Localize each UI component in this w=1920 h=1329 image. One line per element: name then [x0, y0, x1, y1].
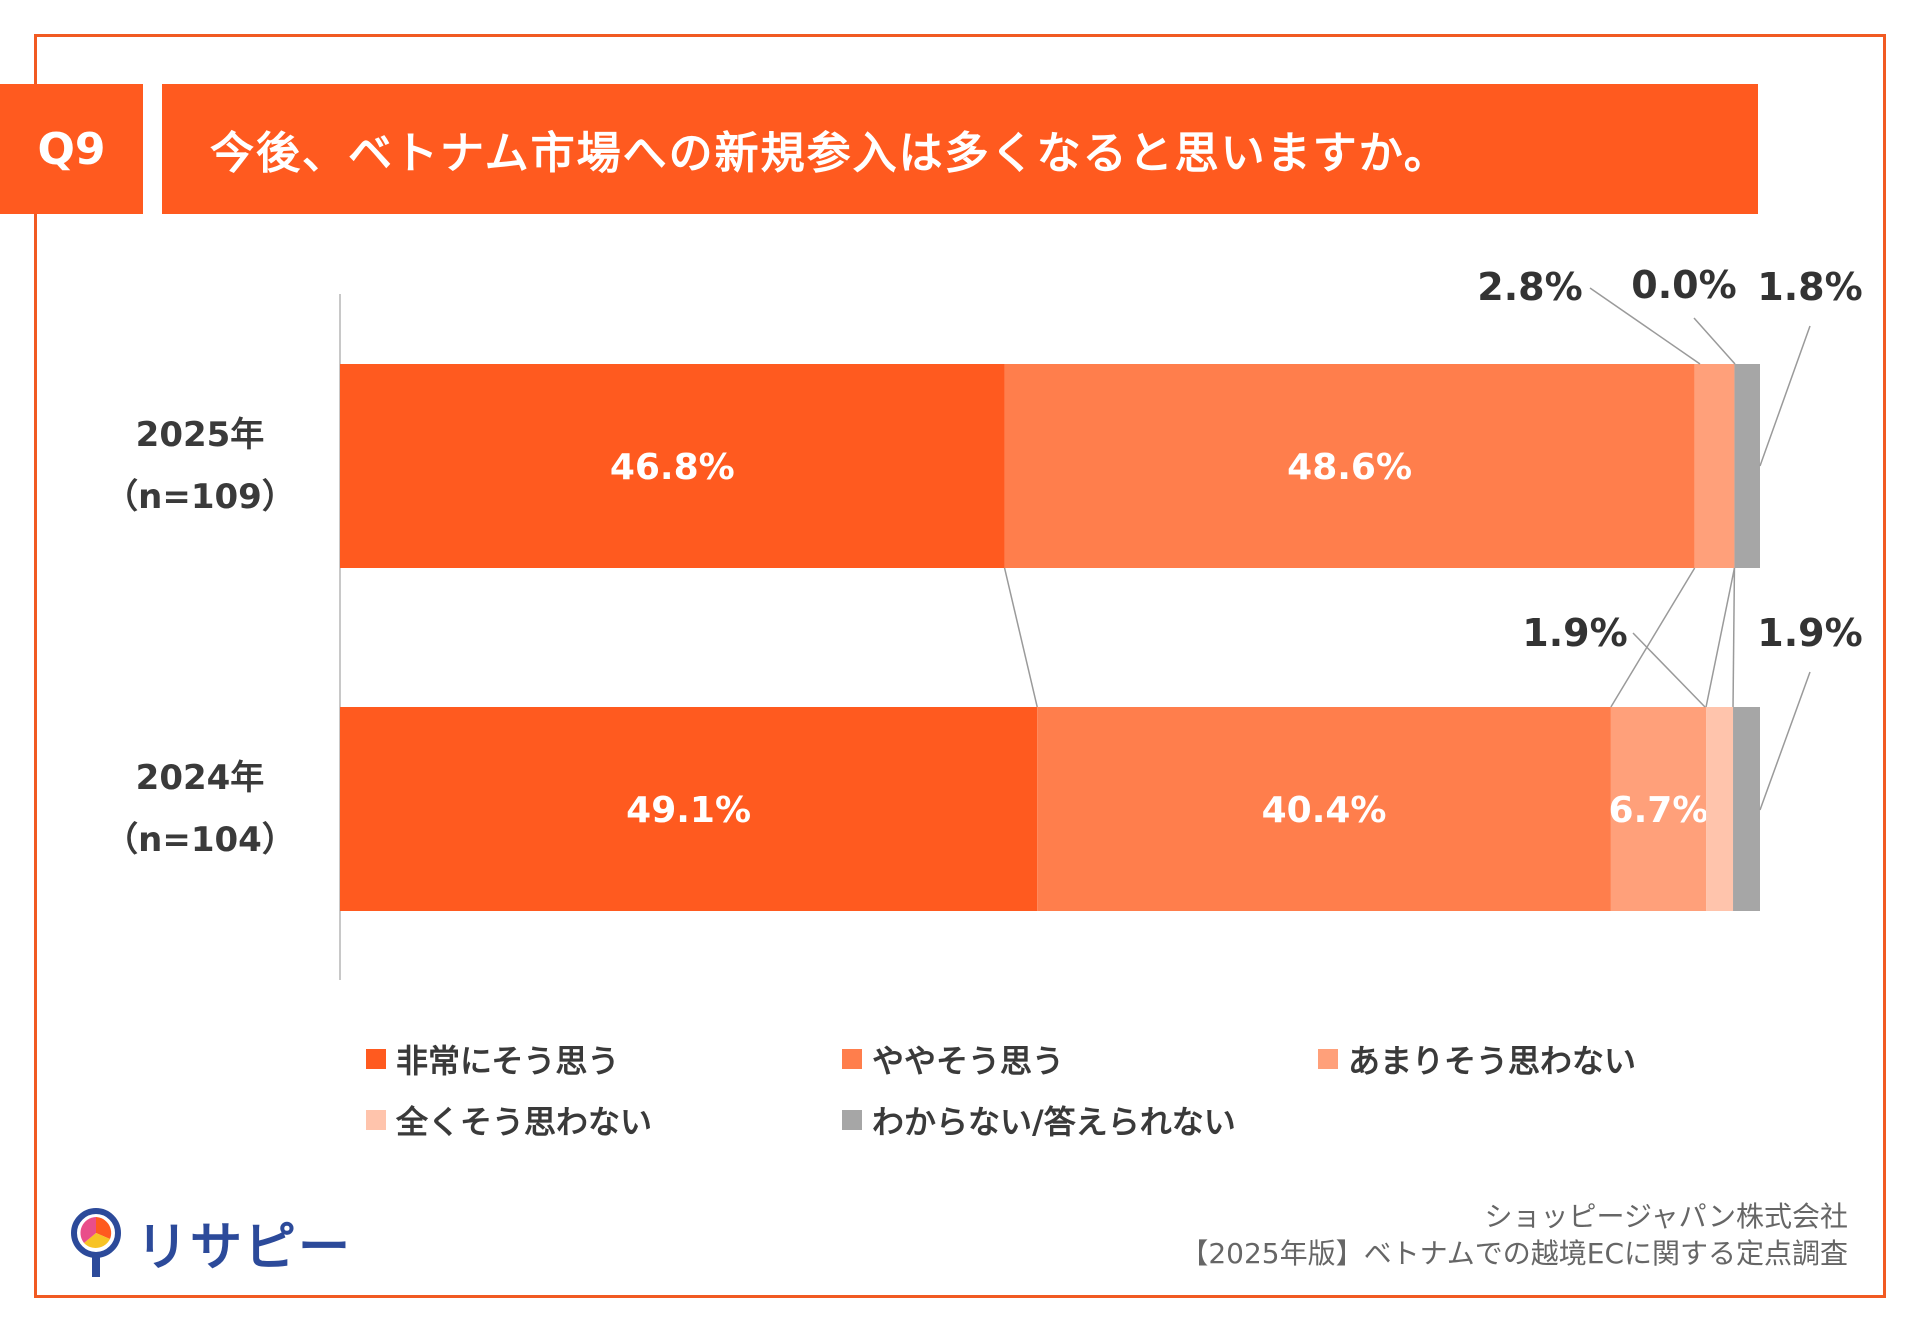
- legend-swatch: [842, 1049, 862, 1069]
- logo-text: リサピー: [136, 1218, 353, 1278]
- data-label: 6.7%: [1609, 790, 1709, 831]
- callout-label: 1.9%: [1522, 611, 1627, 655]
- category-year-label: 2025年: [136, 415, 265, 455]
- question-number: Q9: [0, 84, 143, 214]
- bar-segment: [1694, 364, 1735, 568]
- risapy-logo: リサピー: [70, 1205, 352, 1280]
- callout-label: 0.0%: [1631, 263, 1736, 307]
- connector-line: [1705, 567, 1736, 708]
- credit-survey: 【2025年版】ベトナムでの越境ECに関する定点調査: [1180, 1237, 1848, 1270]
- legend-swatch: [366, 1110, 386, 1130]
- category-n-label: （n=109）: [104, 477, 296, 517]
- bar-segment: [1706, 707, 1734, 911]
- legend-swatch: [1318, 1049, 1338, 1069]
- legend-label: あまりそう思わない: [1348, 1042, 1637, 1080]
- data-label: 40.4%: [1262, 790, 1387, 831]
- bar-segment: [340, 707, 1038, 911]
- logo-pin-icon: [71, 1207, 121, 1277]
- callout-leader: [1632, 632, 1706, 708]
- callout-leader: [1759, 325, 1811, 467]
- data-label: 49.1%: [626, 790, 751, 831]
- legend-item-5: わからない/答えられない: [842, 1097, 1236, 1143]
- category-n-label: （n=104）: [104, 820, 296, 860]
- connector-line: [1732, 567, 1736, 708]
- data-label: 46.8%: [610, 447, 735, 488]
- callout-label: 1.9%: [1757, 611, 1862, 655]
- legend-label: わからない/答えられない: [872, 1103, 1236, 1141]
- callout-leader: [1589, 287, 1701, 365]
- bar-segment: [1734, 364, 1760, 568]
- connector-line: [1610, 567, 1696, 708]
- bar-segment: [1610, 707, 1707, 911]
- bar-segment: [340, 364, 1005, 568]
- connector-line: [1003, 567, 1038, 708]
- legend-item-2: ややそう思う: [842, 1036, 1064, 1082]
- data-label: 48.6%: [1287, 447, 1412, 488]
- bar-segment: [1037, 707, 1611, 911]
- bar-segment: [1004, 364, 1695, 568]
- callout-leader: [1759, 671, 1811, 811]
- credit-company: ショッピージャパン株式会社: [1484, 1200, 1848, 1233]
- legend-label: 非常にそう思う: [396, 1042, 620, 1080]
- question-title: 今後、ベトナム市場への新規参入は多くなると思いますか。: [162, 84, 1758, 214]
- category-year-label: 2024年: [136, 758, 265, 798]
- callout-label: 1.8%: [1757, 265, 1862, 309]
- stacked-bar-chart: 2025年 （n=109） 46.8% 48.6% 2024年 （n=104） 49.1% 4…: [104, 263, 1863, 980]
- legend-item-1: 非常にそう思う: [366, 1036, 619, 1082]
- legend-label: ややそう思う: [872, 1042, 1065, 1080]
- legend-swatch: [366, 1049, 386, 1069]
- legend-item-3: あまりそう思わない: [1318, 1036, 1636, 1082]
- legend-swatch: [842, 1110, 862, 1130]
- callout-leader: [1693, 317, 1736, 365]
- legend-label: 全くそう思わない: [396, 1103, 653, 1141]
- bar-segment: [1733, 707, 1760, 911]
- callout-label: 2.8%: [1477, 265, 1582, 309]
- outer-frame: [34, 34, 1886, 1298]
- legend-item-4: 全くそう思わない: [366, 1097, 652, 1143]
